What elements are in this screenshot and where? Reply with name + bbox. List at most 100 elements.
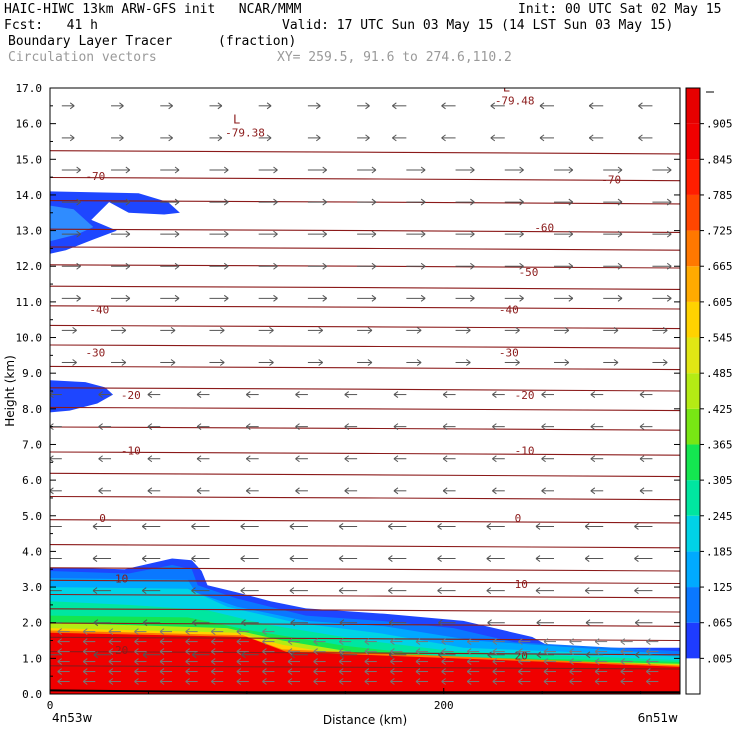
wind-arrowhead: [338, 648, 344, 655]
wind-arrowhead: [121, 359, 127, 366]
wind-arrowhead: [82, 648, 88, 655]
wind-arrowhead: [191, 651, 197, 659]
wind-arrowhead: [185, 658, 190, 665]
wind-arrowhead: [125, 262, 131, 270]
wind-arrowhead: [287, 638, 293, 645]
y-tick-label: 1.0: [22, 652, 42, 665]
y-tick-label: 7.0: [22, 438, 42, 451]
wind-arrowhead: [141, 555, 147, 562]
low-symbol: L: [503, 81, 510, 95]
wind-arrowhead: [634, 587, 639, 595]
wind-arrowhead: [322, 262, 328, 270]
wind-arrowhead: [437, 555, 442, 562]
tracer-region: [50, 632, 680, 694]
wind-arrowhead: [666, 198, 672, 206]
wind-arrowhead: [269, 327, 274, 334]
wind-arrowhead: [486, 587, 492, 595]
wind-arrowhead: [492, 648, 498, 655]
wind-arrowhead: [393, 455, 399, 463]
wind-arrowhead: [69, 134, 75, 142]
colorbar-label: .365: [706, 438, 733, 451]
wind-arrowhead: [617, 198, 623, 206]
colorbar-segment: [686, 587, 700, 623]
wind-arrowhead: [364, 678, 370, 685]
wind-arrowhead: [318, 327, 324, 334]
y-tick-label: 13.0: [16, 225, 43, 238]
colorbar-label: .785: [706, 189, 733, 202]
wind-arrowhead: [76, 262, 81, 270]
wind-arrowhead: [240, 587, 245, 595]
wind-arrowhead: [141, 523, 147, 530]
contour-line: [50, 519, 680, 524]
wind-arrowhead: [470, 294, 475, 302]
contour-line: [50, 387, 680, 392]
wind-arrowhead: [295, 455, 300, 463]
wind-arrowhead: [515, 327, 520, 334]
wind-arrowhead: [590, 487, 596, 495]
wind-arrowhead: [125, 230, 131, 238]
wind-arrowhead: [393, 423, 399, 431]
wind-arrowhead: [568, 262, 574, 270]
wind-arrowhead: [141, 587, 147, 595]
wind-arrowhead: [390, 658, 395, 665]
wind-arrowhead: [318, 359, 324, 366]
wind-arrowhead: [147, 391, 153, 398]
wind-arrowhead: [441, 638, 446, 645]
wind-arrowhead: [125, 166, 131, 174]
wind-arrowhead: [365, 102, 370, 110]
wind-arrowhead: [420, 198, 426, 206]
wind-arrowhead: [69, 102, 75, 110]
wind-arrowhead: [72, 327, 77, 334]
y-tick-label: 4.0: [22, 545, 42, 558]
wind-arrowhead: [134, 648, 139, 655]
wind-arrowhead: [196, 391, 202, 398]
wind-arrowhead: [437, 523, 442, 530]
wind-arrowhead: [620, 638, 626, 645]
wind-arrowhead: [245, 391, 251, 398]
y-tick-label: 10.0: [16, 332, 43, 345]
wind-arrowhead: [338, 523, 344, 530]
wind-arrowhead: [388, 587, 393, 595]
wind-arrowhead: [134, 638, 139, 645]
contour-label: -40: [89, 304, 109, 317]
wind-arrowhead: [568, 294, 574, 302]
contour-label: 10: [115, 573, 128, 586]
wind-arrowhead: [415, 678, 421, 685]
wind-arrowhead: [313, 658, 318, 665]
wind-arrowhead: [388, 619, 394, 627]
wind-arrowhead: [338, 678, 344, 685]
wind-arrowhead: [617, 262, 623, 270]
wind-arrowhead: [416, 359, 422, 366]
wind-arrowhead: [290, 619, 296, 627]
wind-arrowhead: [269, 359, 274, 366]
wind-arrowhead: [492, 678, 498, 685]
wind-arrowhead: [185, 628, 190, 636]
wind-arrowhead: [134, 628, 139, 636]
wind-arrowhead: [415, 658, 421, 665]
wind-arrowhead: [519, 262, 524, 270]
y-tick-label: 15.0: [16, 153, 43, 166]
wind-arrowhead: [518, 678, 523, 685]
wind-arrowhead: [295, 391, 300, 398]
wind-arrowhead: [536, 651, 542, 659]
wind-arrowhead: [313, 648, 318, 655]
y-axis-label: Height (km): [3, 355, 17, 426]
wind-arrowhead: [185, 648, 190, 655]
y-tick-label: 9.0: [22, 367, 42, 380]
wind-arrowhead: [390, 678, 395, 685]
wind-arrowhead: [438, 651, 443, 659]
wind-arrowhead: [147, 487, 153, 495]
wind-arrowhead: [236, 658, 242, 665]
wind-arrowhead: [125, 198, 131, 206]
colorbar-segment: [686, 408, 700, 445]
wind-arrowhead: [466, 648, 472, 655]
wind-arrowhead: [344, 391, 350, 398]
wind-arrowhead: [393, 391, 399, 398]
x-tick-label: 200: [434, 699, 454, 712]
y-tick-label: 17.0: [16, 82, 43, 95]
wind-arrowhead: [620, 648, 626, 655]
wind-arrowhead: [196, 423, 202, 431]
wind-arrowhead: [266, 102, 272, 110]
wind-arrowhead: [388, 651, 394, 659]
contour-label: -40: [499, 304, 519, 317]
